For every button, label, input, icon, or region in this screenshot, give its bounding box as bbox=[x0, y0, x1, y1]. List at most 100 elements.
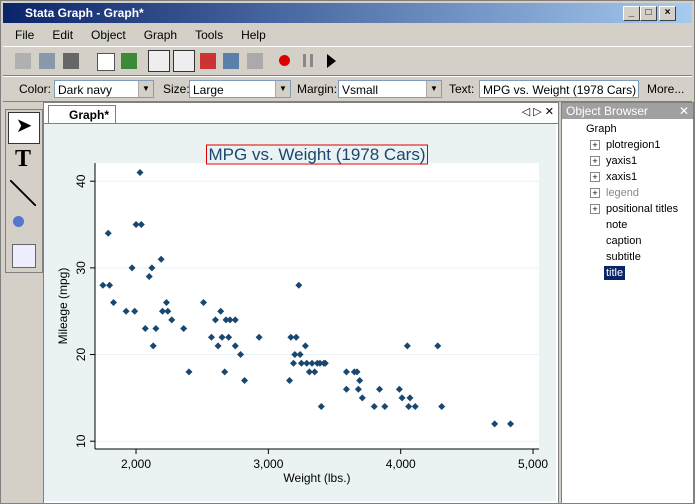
rename-icon[interactable] bbox=[121, 53, 137, 69]
marker bbox=[301, 342, 309, 350]
marker bbox=[354, 385, 362, 393]
tree-item[interactable]: xaxis1 bbox=[606, 171, 638, 183]
print-icon[interactable] bbox=[63, 53, 79, 69]
minimize-button[interactable]: _ bbox=[623, 6, 640, 21]
pointer-tool[interactable]: ➤ bbox=[8, 112, 40, 144]
marker bbox=[137, 221, 145, 229]
marker bbox=[438, 403, 446, 411]
marker bbox=[99, 281, 107, 289]
tree-item[interactable]: title bbox=[604, 266, 626, 280]
menu-item[interactable]: Help bbox=[241, 28, 266, 42]
menu-item[interactable]: Graph bbox=[143, 28, 178, 42]
tree-item[interactable]: legend bbox=[606, 187, 640, 199]
menu-item[interactable]: Edit bbox=[52, 28, 74, 42]
marker bbox=[295, 281, 303, 289]
browser-header: Object Browser ✕ bbox=[562, 103, 693, 119]
menu-item[interactable]: Tools bbox=[195, 28, 224, 42]
close-button[interactable]: × bbox=[659, 6, 676, 21]
record-button[interactable] bbox=[279, 55, 290, 66]
menu-bar: File Edit Object Graph Tools Help bbox=[3, 25, 272, 45]
graph-pane: Graph* ◁ ▷ ✕ MPG vs. Weight (1978 Cars) 1… bbox=[43, 102, 559, 503]
marker bbox=[342, 368, 350, 376]
play-button[interactable] bbox=[327, 54, 336, 68]
marker bbox=[241, 377, 249, 385]
marker bbox=[185, 368, 193, 376]
more-button[interactable]: More... bbox=[647, 82, 685, 96]
object-browser-toggle[interactable] bbox=[173, 50, 195, 72]
selection-box bbox=[206, 144, 428, 165]
marker bbox=[106, 281, 114, 289]
menu-item[interactable]: File bbox=[15, 28, 35, 42]
marker bbox=[291, 351, 299, 359]
line-tool[interactable] bbox=[10, 180, 36, 206]
marker bbox=[122, 307, 130, 315]
marker bbox=[217, 307, 225, 315]
tab-controls[interactable]: ◁ ▷ ✕ bbox=[521, 106, 554, 118]
marker bbox=[218, 333, 226, 341]
expand-box[interactable]: + bbox=[590, 204, 600, 214]
plot-region bbox=[95, 163, 539, 449]
marker bbox=[411, 403, 419, 411]
margin-value: Vsmall bbox=[342, 83, 379, 97]
marker bbox=[152, 325, 160, 333]
chart-title: MPG vs. Weight (1978 Cars) bbox=[209, 145, 426, 164]
undo-icon[interactable] bbox=[223, 53, 239, 69]
marker bbox=[317, 403, 325, 411]
marker bbox=[376, 385, 384, 393]
marker bbox=[132, 221, 140, 229]
marker bbox=[180, 325, 188, 333]
expand-box[interactable]: + bbox=[590, 188, 600, 198]
save-icon[interactable] bbox=[39, 53, 55, 69]
marker bbox=[214, 342, 222, 350]
toolbar bbox=[3, 46, 692, 76]
marker bbox=[231, 316, 239, 324]
graph-tab[interactable]: Graph* bbox=[48, 105, 116, 123]
new-icon[interactable] bbox=[15, 53, 31, 69]
graph-editor-toggle[interactable] bbox=[148, 50, 170, 72]
text-label: Text: bbox=[449, 82, 475, 96]
marker bbox=[136, 169, 144, 177]
marker bbox=[128, 264, 136, 272]
tab-label: Graph* bbox=[69, 108, 110, 122]
tree-item[interactable]: subtitle bbox=[606, 251, 641, 263]
text-input[interactable]: MPG vs. Weight (1978 Cars) bbox=[479, 80, 639, 98]
marker-tool[interactable] bbox=[13, 216, 24, 227]
tree-item[interactable]: plotregion1 bbox=[606, 139, 661, 151]
expand-box[interactable]: + bbox=[590, 156, 600, 166]
marker bbox=[145, 273, 153, 281]
tree-item[interactable]: positional titles bbox=[606, 203, 679, 215]
redo-icon[interactable] bbox=[247, 53, 263, 69]
tree-item[interactable]: caption bbox=[606, 235, 642, 247]
marker bbox=[221, 368, 229, 376]
expand-box[interactable]: + bbox=[590, 140, 600, 150]
menu-item[interactable]: Object bbox=[91, 28, 126, 42]
tree-root[interactable]: Graph bbox=[586, 123, 617, 135]
size-select[interactable]: Large ▼ bbox=[189, 80, 291, 98]
marker bbox=[162, 299, 170, 307]
grid-edit-tool[interactable] bbox=[12, 244, 36, 268]
y-axis-label: Mileage (mpg) bbox=[56, 268, 70, 345]
maximize-button[interactable]: □ bbox=[640, 6, 657, 21]
marker bbox=[231, 342, 239, 350]
marker bbox=[434, 342, 442, 350]
delete-icon[interactable] bbox=[200, 53, 216, 69]
marker bbox=[395, 385, 403, 393]
color-select[interactable]: Dark navy ▼ bbox=[54, 80, 154, 98]
marker bbox=[255, 333, 263, 341]
marker bbox=[200, 299, 208, 307]
expand-box[interactable]: + bbox=[590, 172, 600, 182]
marker bbox=[141, 325, 149, 333]
marker bbox=[297, 359, 305, 367]
tree-item[interactable]: yaxis1 bbox=[606, 155, 638, 167]
tree-item[interactable]: note bbox=[606, 219, 628, 231]
margin-select[interactable]: Vsmall ▼ bbox=[338, 80, 442, 98]
pause-button[interactable] bbox=[303, 54, 313, 67]
marker bbox=[211, 316, 219, 324]
x-tick-label: 4,000 bbox=[386, 457, 416, 471]
object-tree: Graph + plotregion1 + yaxis1 + xaxis1 + legend + p… bbox=[562, 119, 693, 499]
text-tool[interactable]: T bbox=[14, 146, 31, 172]
copy-icon[interactable] bbox=[97, 53, 115, 71]
marker bbox=[303, 359, 311, 367]
marker bbox=[286, 377, 294, 385]
